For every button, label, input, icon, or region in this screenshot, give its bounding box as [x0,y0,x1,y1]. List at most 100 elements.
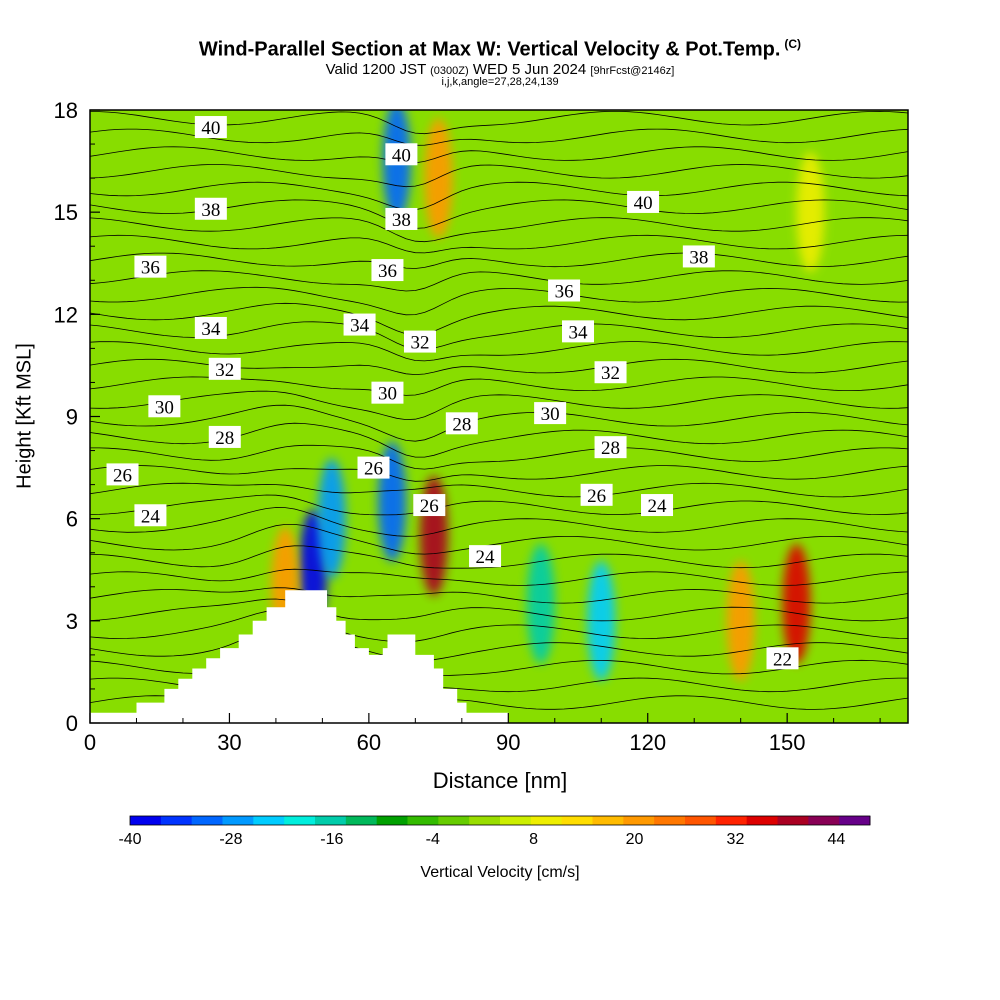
velocity-feature [382,110,411,222]
svg-text:34: 34 [350,316,370,337]
theta-contour-line [90,234,908,254]
theta-contour-line [90,507,908,537]
svg-text:24: 24 [141,506,161,527]
theta-contour-label: 36 [371,259,404,282]
colorbar-swatch [592,816,624,825]
svg-text:38: 38 [201,200,220,221]
colorbar-swatch [561,816,593,825]
theta-contour-line [90,302,908,336]
colorbar: -40 -28 -16 -4 8 20 32 44 [118,815,871,848]
theta-contour-label: 26 [413,494,446,517]
colorbar-swatch [191,816,223,825]
y-axis-label: Height [Kft MSL] [13,343,36,489]
forecast-label: [9hrFcst@2146z] [590,65,675,77]
theta-contour-label: 30 [148,395,181,418]
svg-text:28: 28 [215,428,234,449]
theta-contour-line [90,625,908,662]
x-tick-label: 30 [217,730,241,755]
y-tick-label: 3 [66,609,78,634]
colorbar-swatch [654,816,686,825]
svg-text:32: 32 [215,360,234,381]
svg-text:32: 32 [410,333,429,354]
svg-text:26: 26 [364,459,383,480]
theta-contour-line [90,128,908,146]
theta-contour-line [90,217,908,243]
colorbar-swatch [376,816,408,825]
theta-contour-line [90,587,908,604]
theta-contour-label: 34 [194,316,227,340]
colorbar-swatch [623,816,655,825]
terrain [90,590,509,723]
colorbar-swatch [130,816,162,825]
svg-text:34: 34 [569,322,589,343]
theta-contour-line [90,286,908,316]
velocity-feature [526,543,555,664]
copyright-mark: (C) [784,37,802,51]
theta-contour-line [90,598,908,622]
valid-date: WED 5 Jun 2024 [472,61,587,78]
velocity-feature [796,152,825,273]
y-tick-label: 12 [54,302,78,327]
colorbar-tick-label: -28 [219,831,242,848]
theta-contour-line [90,404,908,442]
theta-contour-line [90,568,908,586]
svg-text:40: 40 [634,193,653,214]
theta-contour-label: 30 [534,402,567,425]
svg-text:28: 28 [452,414,471,435]
theta-contour-line [90,181,908,211]
colorbar-swatch [777,816,809,825]
theta-contour-label: 26 [106,463,139,486]
x-tick-label: 120 [629,730,666,755]
theta-contour-label: 38 [194,197,227,221]
svg-text:36: 36 [378,261,397,282]
colorbar-swatch [222,816,254,825]
theta-contour-line [90,444,908,470]
svg-text:26: 26 [587,486,606,507]
colorbar-tick-label: 8 [529,831,538,848]
svg-text:28: 28 [601,438,620,459]
colorbar-swatch [839,816,871,825]
velocity-feature [726,560,755,681]
x-tick-label: 60 [357,730,381,755]
theta-contour-line [90,524,908,555]
colorbar-swatch [160,816,193,825]
theta-contour-label: 28 [208,425,241,449]
colorbar-swatch [715,816,748,825]
svg-text:32: 32 [601,363,620,384]
theta-contour-line [90,482,908,498]
svg-text:38: 38 [392,210,411,231]
theta-contour-label: 34 [562,320,595,343]
theta-contour-label: 22 [766,647,799,670]
svg-text:30: 30 [155,397,174,418]
colorbar-swatch [500,816,532,825]
theta-contour-line [90,146,908,164]
theta-contour-label: 40 [627,190,660,214]
colorbar-tick-label: -16 [320,831,343,848]
theta-contour-label: 36 [134,255,167,279]
y-tick-label: 9 [66,405,78,430]
velocity-feature [424,118,453,239]
theta-contour-line [90,270,908,292]
velocity-feature [419,475,448,596]
svg-text:38: 38 [689,247,708,268]
chart-subtitle: Valid 1200 JST (0300Z) WED 5 Jun 2024 [9… [325,61,675,78]
y-tick-label: 18 [54,98,78,123]
y-tick-label: 6 [66,507,78,532]
theta-contour-label: 40 [194,116,227,139]
theta-contour-label: 28 [594,436,627,459]
svg-text:22: 22 [773,649,792,670]
colorbar-swatch [253,816,285,825]
theta-contour-label: 34 [343,313,376,337]
svg-text:36: 36 [141,258,160,279]
theta-contour-label: 38 [385,207,418,231]
colorbar-tick-label: 20 [626,831,644,848]
theta-contour-line [90,390,908,421]
theta-contour-labels: 40 38 36 34 32 30 28 26 24 40 38 36 34 32 30 28 26 26 24 40… [106,116,799,670]
y-tick-label: 0 [66,711,78,736]
theta-contour-label: 30 [371,381,404,405]
theta-contour-label: 32 [208,357,241,381]
theta-contour-label: 26 [580,483,613,507]
svg-text:40: 40 [392,145,411,166]
theta-contour-label: 24 [134,504,167,527]
